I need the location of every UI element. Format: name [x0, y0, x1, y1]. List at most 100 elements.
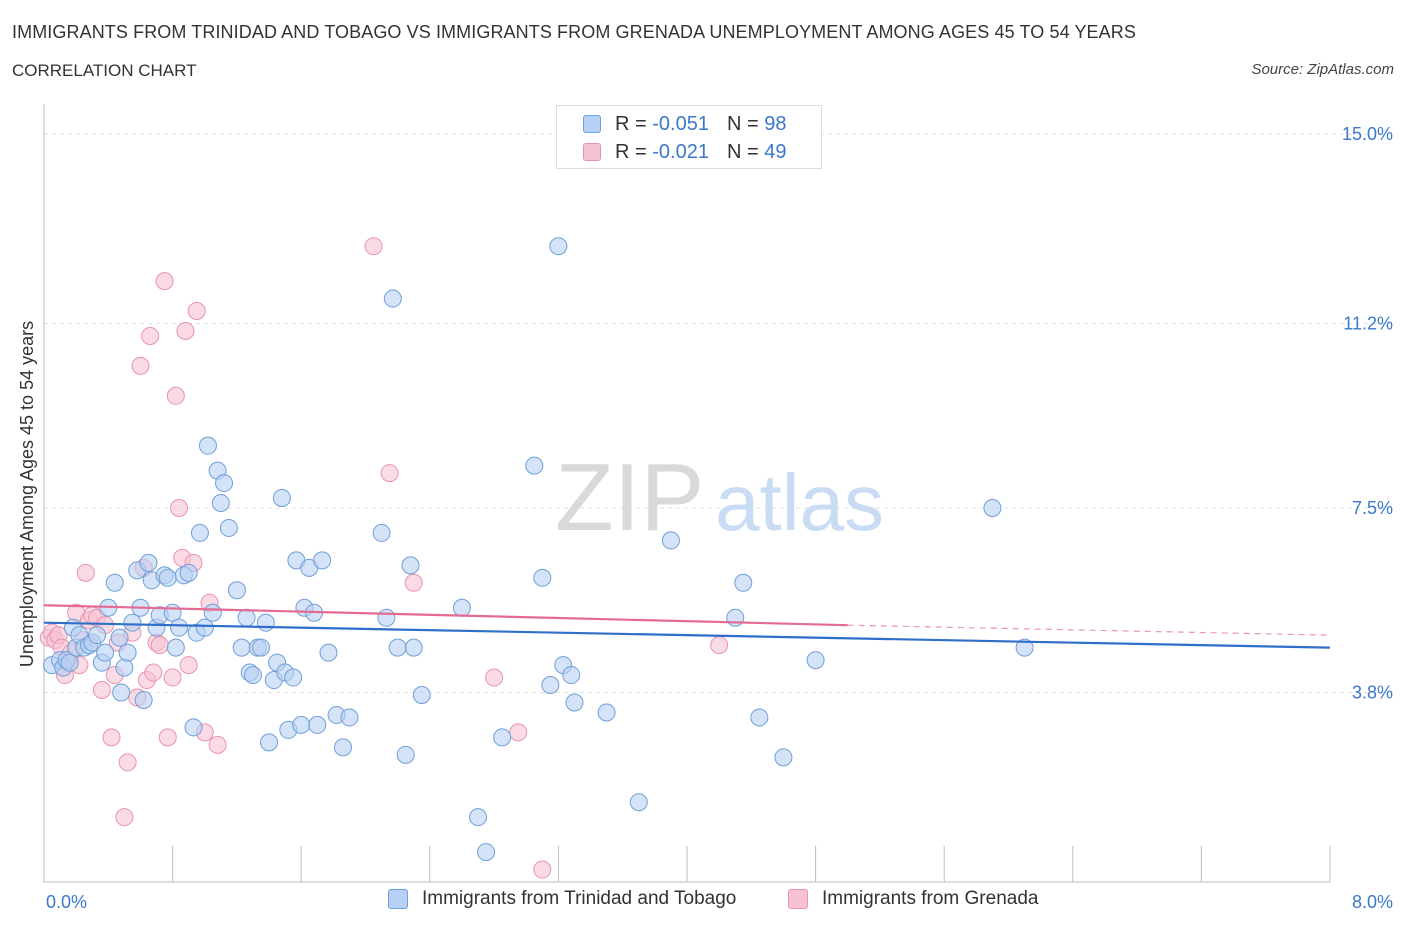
- trend-lines: [43, 604, 1331, 649]
- y-tick-label: 15.0%: [1342, 124, 1393, 144]
- trinidad-point: [396, 745, 415, 764]
- grenada-point: [364, 237, 383, 256]
- trinidad-point: [179, 563, 198, 582]
- grenada-point: [179, 656, 198, 675]
- trinidad-point: [734, 573, 753, 592]
- trinidad-point: [726, 608, 745, 627]
- trinidad-point: [313, 551, 332, 570]
- y-axis-label: Unemployment Among Ages 45 to 54 years: [17, 321, 37, 667]
- trinidad-point: [319, 643, 338, 662]
- trinidad-point: [469, 808, 488, 827]
- trinidad-point: [806, 651, 825, 670]
- bottom-legend-swatch-blue: [388, 889, 408, 909]
- bottom-legend-label: Immigrants from Grenada: [822, 888, 1039, 909]
- x-tick-label: 0.0%: [46, 892, 87, 912]
- grenada-point: [141, 326, 160, 345]
- trinidad-point: [163, 603, 182, 622]
- trinidad-point: [88, 626, 107, 645]
- trinidad-point: [260, 733, 279, 752]
- trinidad-point: [565, 693, 584, 712]
- trinidad-point: [597, 703, 616, 722]
- legend-r-value: -0.051: [652, 112, 709, 135]
- grenada-point: [166, 386, 185, 405]
- legend-n-label: N =: [726, 112, 759, 135]
- trinidad-point: [1015, 638, 1034, 657]
- y-tick-label: 3.8%: [1352, 683, 1393, 703]
- chart-title: IMMIGRANTS FROM TRINIDAD AND TOBAGO VS I…: [12, 22, 1136, 42]
- chart-subtitle: CORRELATION CHART: [12, 61, 197, 80]
- legend-row-grenada: R = -0.021 N = 49: [583, 140, 786, 164]
- trinidad-point: [401, 556, 420, 575]
- trinidad-point: [292, 715, 311, 734]
- trinidad-point: [105, 573, 124, 592]
- trinidad-point: [170, 618, 189, 637]
- trinidad-point: [227, 581, 246, 600]
- watermark: ZIP atlas: [555, 444, 884, 551]
- trinidad-point: [452, 598, 471, 617]
- grenada-point: [92, 681, 111, 700]
- trinidad-point: [750, 708, 769, 727]
- grenada-point: [163, 668, 182, 687]
- trinidad-point: [158, 568, 177, 587]
- grenada-point: [158, 728, 177, 747]
- legend-n-value: 98: [764, 112, 787, 135]
- watermark-zip: ZIP: [555, 444, 704, 551]
- legend-row-trinidad: R = -0.051 N = 98: [583, 112, 786, 136]
- trinidad-point: [112, 683, 131, 702]
- trinidad-point: [123, 613, 142, 632]
- watermark-atlas: atlas: [715, 458, 884, 547]
- trinidad-point: [549, 237, 568, 256]
- y-tick-label: 11.2%: [1343, 313, 1393, 333]
- grenada-point: [176, 321, 195, 340]
- trinidad-point: [272, 489, 291, 508]
- source-label: Source: ZipAtlas.com: [1251, 61, 1394, 78]
- trinidad-point: [243, 666, 262, 685]
- grenada-point: [115, 808, 134, 827]
- trinidad-point: [219, 518, 238, 537]
- trinidad-point: [184, 718, 203, 737]
- grenada-point: [380, 464, 399, 483]
- bottom-legend-label: Immigrants from Trinidad and Tobago: [422, 888, 737, 909]
- legend-r-label: R =: [615, 112, 647, 135]
- trinidad-point: [983, 499, 1002, 517]
- grenada-point: [155, 272, 174, 291]
- axes: [43, 104, 1331, 883]
- grenada-point: [187, 302, 206, 321]
- trinidad-point: [541, 676, 560, 695]
- grenada-point: [131, 356, 150, 375]
- trinidad-point: [96, 643, 115, 662]
- trinidad-point: [211, 494, 230, 513]
- trinidad-point: [115, 658, 134, 677]
- trinidad-point: [333, 738, 352, 757]
- trinidad-point: [166, 638, 185, 657]
- legend-n-value: 49: [764, 140, 787, 163]
- trinidad-point: [195, 618, 214, 637]
- trinidad-trend-line: [43, 621, 1331, 649]
- trinidad-point: [562, 666, 581, 685]
- legend-swatch-pink: [583, 143, 601, 161]
- grenada-point: [485, 668, 504, 687]
- trinidad-point: [388, 638, 407, 657]
- trinidad-point: [377, 608, 396, 627]
- tick-labels: 3.8% 7.5% 11.2% 15.0% 0.0% 8.0%: [46, 124, 1393, 912]
- grenada-point: [208, 735, 227, 754]
- grenada-point: [118, 753, 137, 772]
- bottom-legend-trinidad: Immigrants from Trinidad and Tobago: [388, 888, 736, 910]
- grenada-trend-line-extension: [847, 624, 1331, 636]
- trinidad-point: [134, 690, 153, 709]
- grenada-point: [144, 663, 163, 682]
- grenada-point: [76, 563, 95, 582]
- y-tick-label: 7.5%: [1352, 498, 1393, 518]
- legend-r-label: R =: [615, 140, 647, 163]
- trinidad-point: [533, 568, 552, 587]
- trinidad-point: [383, 289, 402, 308]
- bottom-legend-swatch-pink: [788, 889, 808, 909]
- legend-swatch-blue: [583, 115, 601, 133]
- grenada-point: [710, 636, 729, 655]
- grenada-point: [170, 499, 189, 517]
- x-tick-label: 8.0%: [1352, 892, 1393, 912]
- trinidad-point: [774, 748, 793, 767]
- trinidad-point: [190, 523, 209, 542]
- trinidad-point: [284, 668, 303, 687]
